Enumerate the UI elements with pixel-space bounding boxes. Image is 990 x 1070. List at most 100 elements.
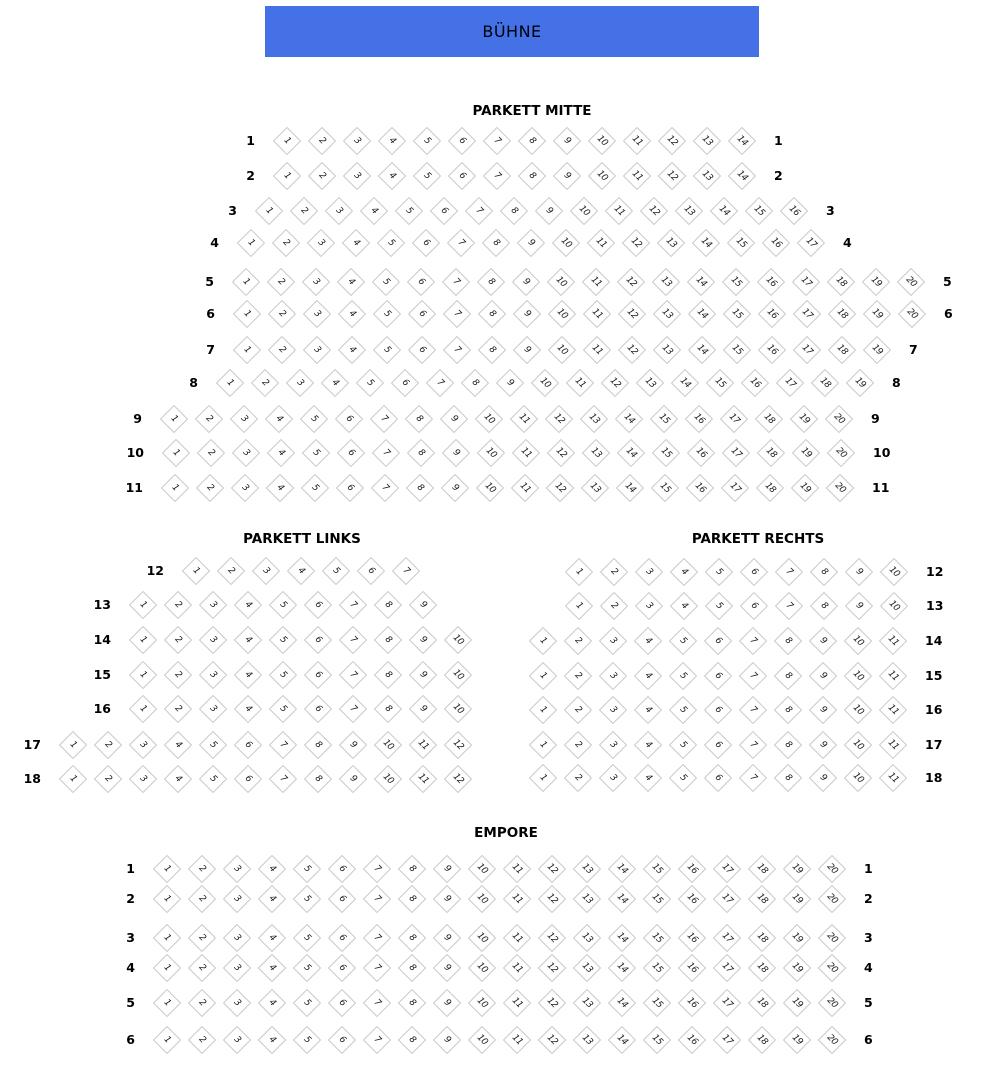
seat-parkett-mitte-row4-9[interactable]: 9 bbox=[516, 228, 546, 258]
seat-parkett-mitte-row10-14[interactable]: 14 bbox=[616, 438, 646, 468]
seat-parkett-rechts-row16-1[interactable]: 1 bbox=[528, 695, 558, 725]
seat-parkett-mitte-row10-11[interactable]: 11 bbox=[511, 438, 541, 468]
seat-empore-row4-3[interactable]: 3 bbox=[222, 953, 252, 983]
seat-parkett-mitte-row6-3[interactable]: 3 bbox=[302, 299, 332, 329]
seat-parkett-mitte-row11-3[interactable]: 3 bbox=[230, 473, 260, 503]
seat-parkett-rechts-row16-6[interactable]: 6 bbox=[703, 695, 733, 725]
seat-parkett-rechts-row15-8[interactable]: 8 bbox=[773, 661, 803, 691]
seat-empore-row4-20[interactable]: 20 bbox=[817, 953, 847, 983]
seat-parkett-mitte-row2-6[interactable]: 6 bbox=[447, 161, 477, 191]
seat-empore-row6-15[interactable]: 15 bbox=[642, 1025, 672, 1055]
seat-parkett-links-row17-5[interactable]: 5 bbox=[198, 730, 228, 760]
seat-empore-row5-3[interactable]: 3 bbox=[222, 988, 252, 1018]
seat-parkett-mitte-row8-8[interactable]: 8 bbox=[460, 368, 490, 398]
seat-parkett-mitte-row8-13[interactable]: 13 bbox=[635, 368, 665, 398]
seat-empore-row5-2[interactable]: 2 bbox=[187, 988, 217, 1018]
seat-empore-row5-8[interactable]: 8 bbox=[397, 988, 427, 1018]
seat-parkett-rechts-row16-2[interactable]: 2 bbox=[563, 695, 593, 725]
seat-empore-row1-15[interactable]: 15 bbox=[642, 854, 672, 884]
seat-parkett-mitte-row10-9[interactable]: 9 bbox=[441, 438, 471, 468]
seat-parkett-mitte-row10-7[interactable]: 7 bbox=[371, 438, 401, 468]
seat-empore-row6-12[interactable]: 12 bbox=[537, 1025, 567, 1055]
seat-parkett-rechts-row14-7[interactable]: 7 bbox=[738, 626, 768, 656]
seat-parkett-links-row13-7[interactable]: 7 bbox=[338, 590, 368, 620]
seat-empore-row3-16[interactable]: 16 bbox=[677, 923, 707, 953]
seat-parkett-links-row14-3[interactable]: 3 bbox=[198, 625, 228, 655]
seat-parkett-mitte-row4-13[interactable]: 13 bbox=[656, 228, 686, 258]
seat-parkett-links-row18-8[interactable]: 8 bbox=[303, 764, 333, 794]
seat-parkett-links-row15-8[interactable]: 8 bbox=[373, 660, 403, 690]
seat-parkett-mitte-row7-17[interactable]: 17 bbox=[792, 335, 822, 365]
seat-parkett-links-row14-1[interactable]: 1 bbox=[128, 625, 158, 655]
seat-empore-row2-9[interactable]: 9 bbox=[432, 884, 462, 914]
seat-empore-row2-13[interactable]: 13 bbox=[572, 884, 602, 914]
seat-parkett-links-row16-4[interactable]: 4 bbox=[233, 694, 263, 724]
seat-parkett-mitte-row6-20[interactable]: 20 bbox=[897, 299, 927, 329]
seat-parkett-mitte-row2-4[interactable]: 4 bbox=[377, 161, 407, 191]
seat-parkett-mitte-row4-1[interactable]: 1 bbox=[236, 228, 266, 258]
seat-parkett-links-row12-1[interactable]: 1 bbox=[181, 556, 211, 586]
seat-parkett-mitte-row10-15[interactable]: 15 bbox=[651, 438, 681, 468]
seat-empore-row4-16[interactable]: 16 bbox=[677, 953, 707, 983]
seat-parkett-links-row16-8[interactable]: 8 bbox=[373, 694, 403, 724]
seat-parkett-mitte-row10-13[interactable]: 13 bbox=[581, 438, 611, 468]
seat-parkett-mitte-row11-2[interactable]: 2 bbox=[195, 473, 225, 503]
seat-parkett-rechts-row13-9[interactable]: 9 bbox=[844, 591, 874, 621]
seat-parkett-links-row15-2[interactable]: 2 bbox=[163, 660, 193, 690]
seat-parkett-mitte-row6-17[interactable]: 17 bbox=[792, 299, 822, 329]
seat-parkett-rechts-row17-7[interactable]: 7 bbox=[738, 730, 768, 760]
seat-empore-row3-12[interactable]: 12 bbox=[537, 923, 567, 953]
seat-empore-row1-9[interactable]: 9 bbox=[432, 854, 462, 884]
seat-empore-row1-19[interactable]: 19 bbox=[782, 854, 812, 884]
seat-parkett-mitte-row11-17[interactable]: 17 bbox=[720, 473, 750, 503]
seat-empore-row2-19[interactable]: 19 bbox=[782, 884, 812, 914]
seat-empore-row6-11[interactable]: 11 bbox=[502, 1025, 532, 1055]
seat-parkett-mitte-row5-2[interactable]: 2 bbox=[266, 267, 296, 297]
seat-parkett-mitte-row8-4[interactable]: 4 bbox=[320, 368, 350, 398]
seat-parkett-mitte-row11-19[interactable]: 19 bbox=[790, 473, 820, 503]
seat-empore-row5-16[interactable]: 16 bbox=[677, 988, 707, 1018]
seat-parkett-rechts-row17-11[interactable]: 11 bbox=[878, 730, 908, 760]
seat-parkett-links-row14-6[interactable]: 6 bbox=[303, 625, 333, 655]
seat-parkett-links-row18-1[interactable]: 1 bbox=[58, 764, 88, 794]
seat-parkett-mitte-row8-15[interactable]: 15 bbox=[705, 368, 735, 398]
seat-parkett-mitte-row7-2[interactable]: 2 bbox=[267, 335, 297, 365]
seat-empore-row3-20[interactable]: 20 bbox=[817, 923, 847, 953]
seat-parkett-links-row15-9[interactable]: 9 bbox=[408, 660, 438, 690]
seat-parkett-rechts-row15-6[interactable]: 6 bbox=[703, 661, 733, 691]
seat-parkett-rechts-row12-9[interactable]: 9 bbox=[844, 557, 874, 587]
seat-empore-row2-16[interactable]: 16 bbox=[677, 884, 707, 914]
seat-parkett-mitte-row7-5[interactable]: 5 bbox=[372, 335, 402, 365]
seat-parkett-rechts-row13-3[interactable]: 3 bbox=[634, 591, 664, 621]
seat-parkett-mitte-row5-11[interactable]: 11 bbox=[581, 267, 611, 297]
seat-parkett-mitte-row6-4[interactable]: 4 bbox=[337, 299, 367, 329]
seat-empore-row6-20[interactable]: 20 bbox=[817, 1025, 847, 1055]
seat-parkett-links-row17-10[interactable]: 10 bbox=[373, 730, 403, 760]
seat-empore-row5-6[interactable]: 6 bbox=[327, 988, 357, 1018]
seat-parkett-mitte-row1-14[interactable]: 14 bbox=[727, 126, 757, 156]
seat-parkett-links-row16-5[interactable]: 5 bbox=[268, 694, 298, 724]
seat-empore-row2-10[interactable]: 10 bbox=[467, 884, 497, 914]
seat-parkett-rechts-row14-11[interactable]: 11 bbox=[878, 626, 908, 656]
seat-parkett-links-row14-4[interactable]: 4 bbox=[233, 625, 263, 655]
seat-parkett-mitte-row11-9[interactable]: 9 bbox=[440, 473, 470, 503]
seat-parkett-rechts-row14-4[interactable]: 4 bbox=[633, 626, 663, 656]
seat-parkett-mitte-row7-3[interactable]: 3 bbox=[302, 335, 332, 365]
seat-parkett-links-row18-9[interactable]: 9 bbox=[338, 764, 368, 794]
seat-empore-row3-15[interactable]: 15 bbox=[642, 923, 672, 953]
seat-empore-row4-9[interactable]: 9 bbox=[432, 953, 462, 983]
seat-parkett-mitte-row7-4[interactable]: 4 bbox=[337, 335, 367, 365]
seat-parkett-mitte-row8-11[interactable]: 11 bbox=[565, 368, 595, 398]
seat-parkett-rechts-row12-3[interactable]: 3 bbox=[634, 557, 664, 587]
seat-parkett-mitte-row1-6[interactable]: 6 bbox=[447, 126, 477, 156]
seat-empore-row6-18[interactable]: 18 bbox=[747, 1025, 777, 1055]
seat-parkett-links-row17-6[interactable]: 6 bbox=[233, 730, 263, 760]
seat-empore-row3-11[interactable]: 11 bbox=[502, 923, 532, 953]
seat-parkett-mitte-row9-3[interactable]: 3 bbox=[229, 404, 259, 434]
seat-parkett-mitte-row6-2[interactable]: 2 bbox=[267, 299, 297, 329]
seat-parkett-links-row16-6[interactable]: 6 bbox=[303, 694, 333, 724]
seat-parkett-mitte-row3-14[interactable]: 14 bbox=[709, 196, 739, 226]
seat-empore-row3-5[interactable]: 5 bbox=[292, 923, 322, 953]
seat-empore-row2-14[interactable]: 14 bbox=[607, 884, 637, 914]
seat-parkett-rechts-row15-2[interactable]: 2 bbox=[563, 661, 593, 691]
